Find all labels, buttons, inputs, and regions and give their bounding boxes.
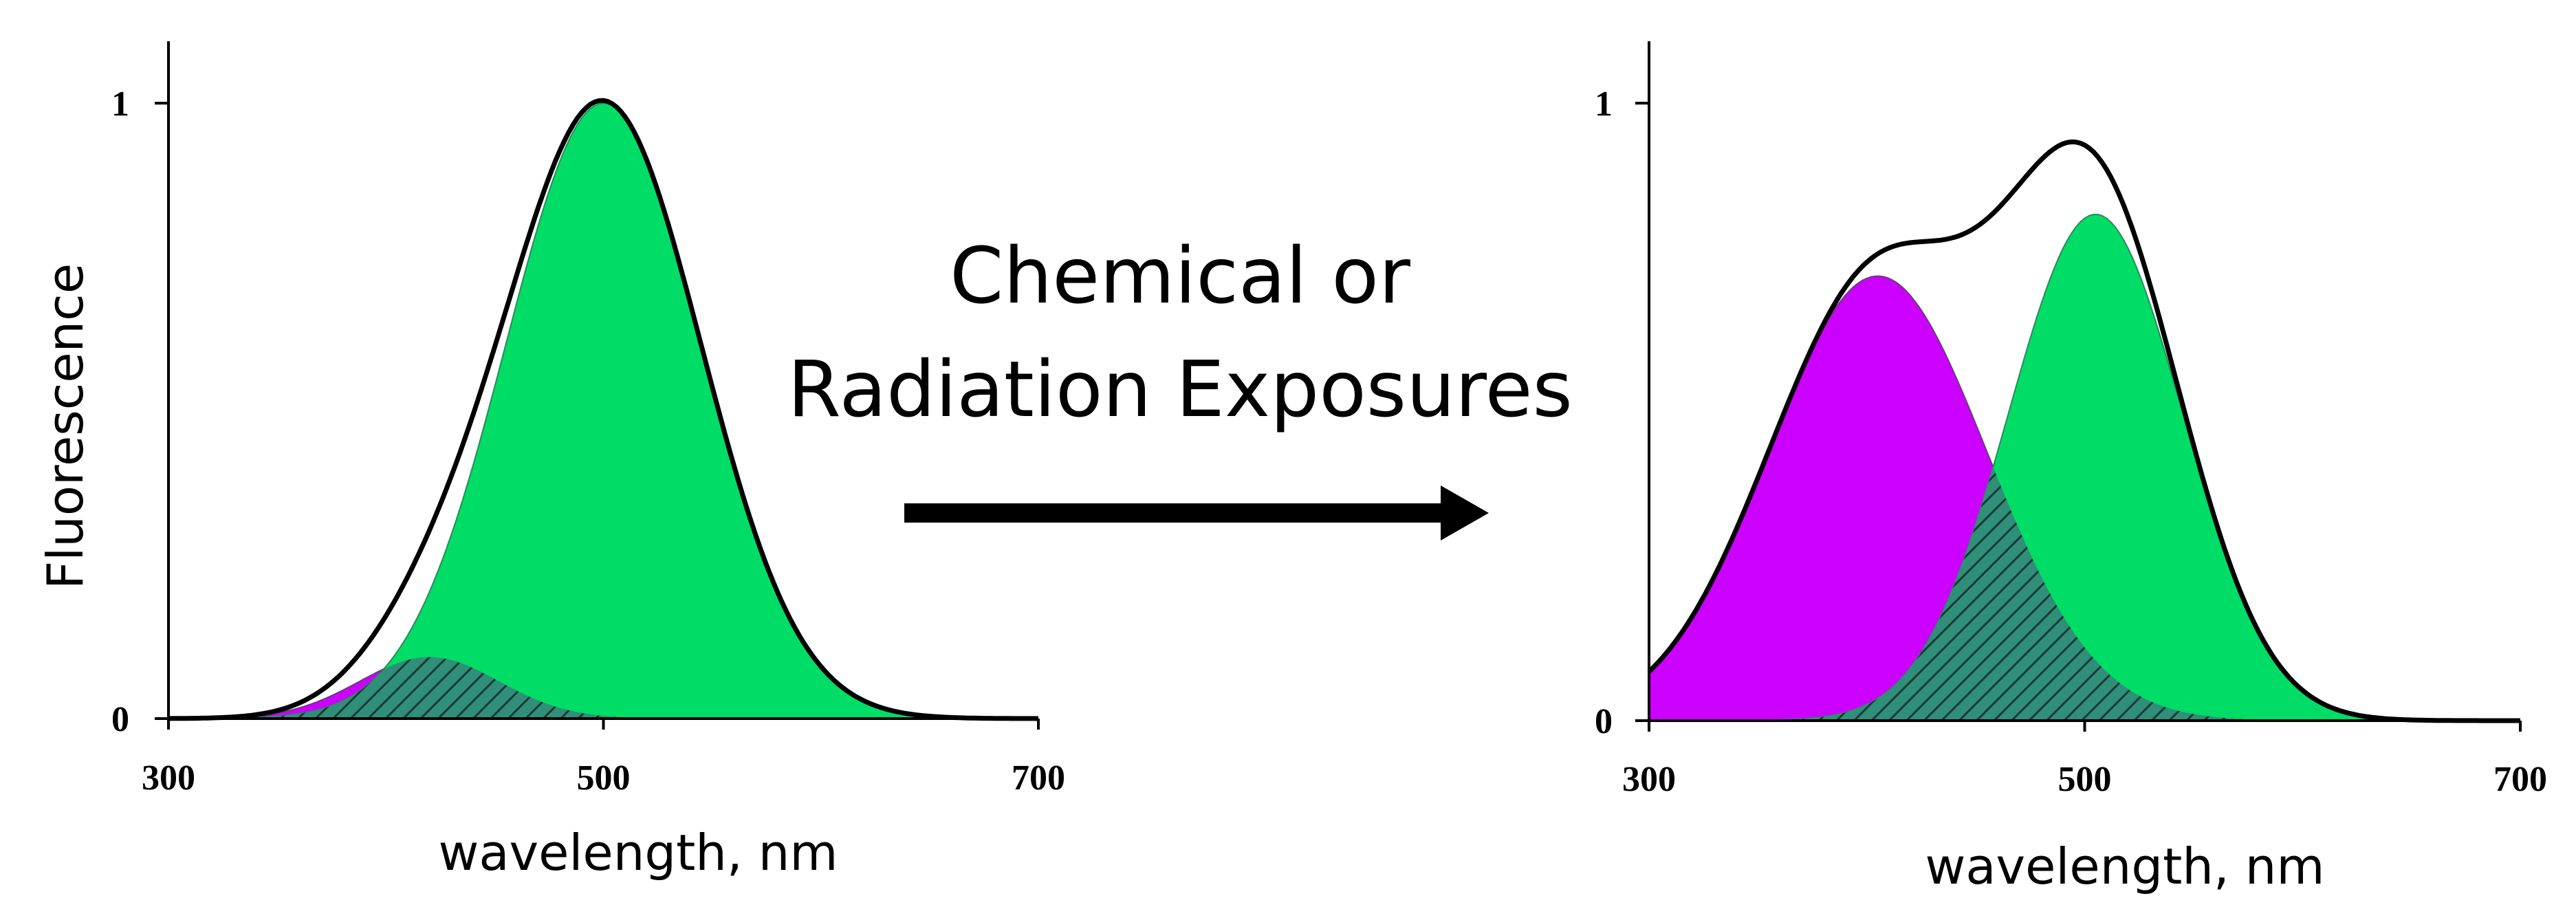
y-tick-label: 0	[1595, 702, 1613, 741]
x-ticks: 300 500 700	[1622, 721, 2547, 799]
total-spectrum-line	[1647, 139, 2520, 723]
x-tick-label: 500	[2058, 760, 2112, 799]
chart-right: 300 500 700 01 wavelength, nm	[1595, 41, 2547, 895]
x-tick-label: 500	[577, 758, 631, 798]
arrow-label-line2: Radiation Exposures	[787, 345, 1573, 435]
chart-left: 300 500 700 01 Fluorescence wavelength, nm	[36, 41, 1065, 882]
y-tick-label: 1	[111, 85, 129, 124]
x-axis-title: wavelength, nm	[439, 824, 838, 882]
x-axis-title: wavelength, nm	[1925, 838, 2325, 895]
total-spectrum-line	[168, 98, 1039, 721]
x-tick-label: 300	[1622, 760, 1676, 799]
y-tick-label: 1	[1595, 85, 1613, 124]
y-tick-label: 0	[111, 700, 129, 739]
arrow-label-line1: Chemical or	[950, 232, 1411, 321]
transition-arrow: Chemical or Radiation Exposures	[787, 232, 1573, 540]
y-axis-title: Fluorescence	[36, 263, 94, 589]
x-tick-label: 700	[2493, 760, 2547, 799]
x-ticks: 300 500 700	[142, 719, 1065, 798]
x-tick-label: 300	[142, 758, 195, 798]
y-ticks: 01	[111, 85, 168, 739]
arrow-head	[1441, 485, 1489, 540]
y-ticks: 01	[1595, 85, 1649, 741]
x-tick-label: 700	[1012, 758, 1065, 798]
